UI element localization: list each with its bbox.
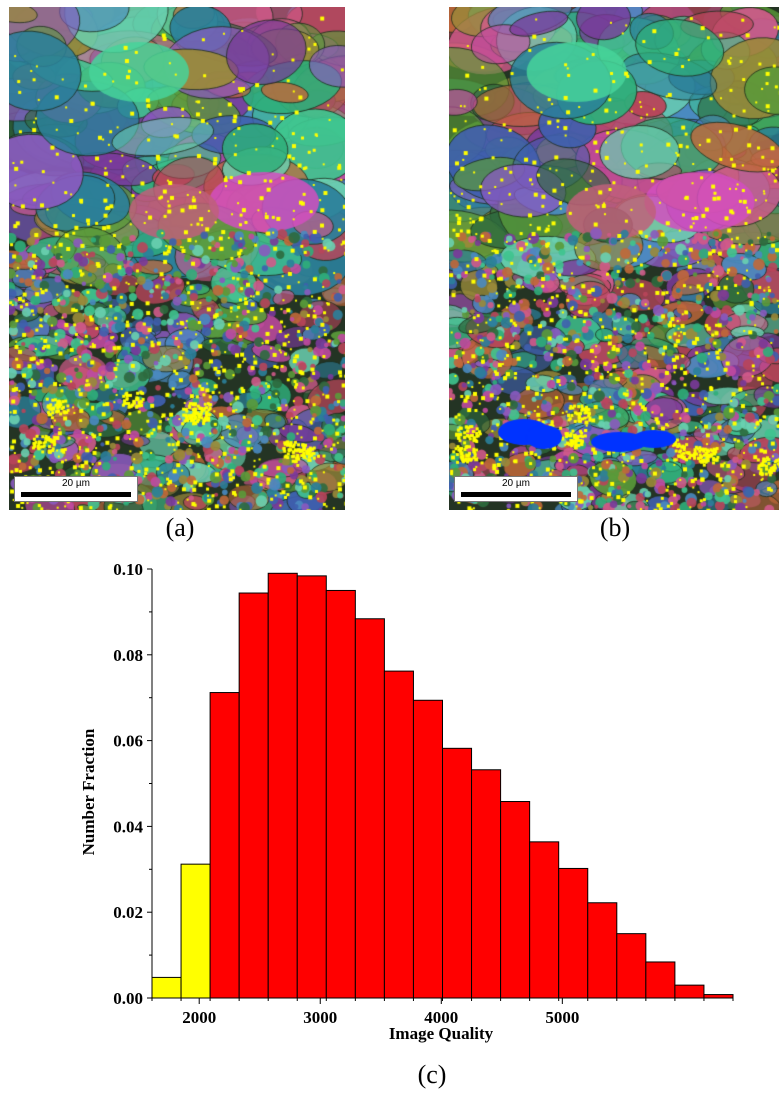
scale-bar-label: 20 µm (62, 478, 90, 489)
x-tick-label: 4000 (424, 1008, 458, 1027)
histogram-bar (296, 575, 327, 999)
histogram-bar (616, 933, 647, 999)
histogram-bar (471, 769, 502, 999)
caption-b: (b) (599, 513, 631, 542)
ebsd-orientation-map (449, 7, 779, 510)
y-tick-label: 0.00 (113, 989, 143, 1008)
scale-bar: 20 µm (454, 476, 578, 502)
caption-a: (a) (165, 513, 195, 542)
scale-bar-label: 20 µm (502, 478, 530, 489)
x-tick-label: 2000 (182, 1008, 216, 1027)
histogram-bar (238, 592, 269, 999)
histogram-bar (325, 589, 356, 999)
histogram-bar (180, 863, 211, 999)
y-tick-label: 0.10 (113, 560, 143, 579)
y-tick-label: 0.08 (113, 646, 143, 665)
histogram-bar (442, 747, 473, 999)
histogram-bar (500, 801, 531, 999)
y-tick-label: 0.06 (113, 732, 143, 751)
histogram-bar (412, 699, 444, 999)
histogram-bars (151, 572, 734, 999)
caption-c: (c) (417, 1060, 447, 1089)
scale-bar-line (461, 492, 571, 497)
histogram-bar (674, 984, 705, 999)
y-axis-label: Number Fraction (79, 728, 98, 855)
histogram-bar (354, 618, 385, 999)
chart-axes: 0.00 0.02 0.04 0.06 0.08 0.10 2000 3000 4000 5000 (113, 560, 734, 1027)
scale-bar: 20 µm (14, 476, 138, 502)
histogram-bar (209, 692, 240, 999)
histogram-bar (151, 976, 182, 999)
histogram-bar (587, 902, 618, 999)
ebsd-orientation-map (9, 7, 345, 510)
x-tick-label: 5000 (545, 1008, 579, 1027)
ebsd-map-b: 20 µm (449, 7, 779, 510)
y-tick-label: 0.04 (113, 817, 143, 836)
scale-bar-line (21, 492, 131, 497)
x-tick-label: 3000 (303, 1008, 337, 1027)
histogram-bar (703, 994, 734, 999)
histogram-bar (383, 670, 414, 999)
histogram-bar (267, 572, 298, 999)
histogram-bar (529, 841, 560, 999)
x-axis-label: Image Quality (389, 1024, 494, 1043)
ebsd-map-a: 20 µm (9, 7, 345, 510)
y-tick-label: 0.02 (113, 903, 143, 922)
image-quality-histogram: 0.00 0.02 0.04 0.06 0.08 0.10 2000 3000 4000 5000… (79, 560, 734, 1043)
histogram-bar (645, 961, 676, 999)
histogram-bar (558, 867, 589, 999)
